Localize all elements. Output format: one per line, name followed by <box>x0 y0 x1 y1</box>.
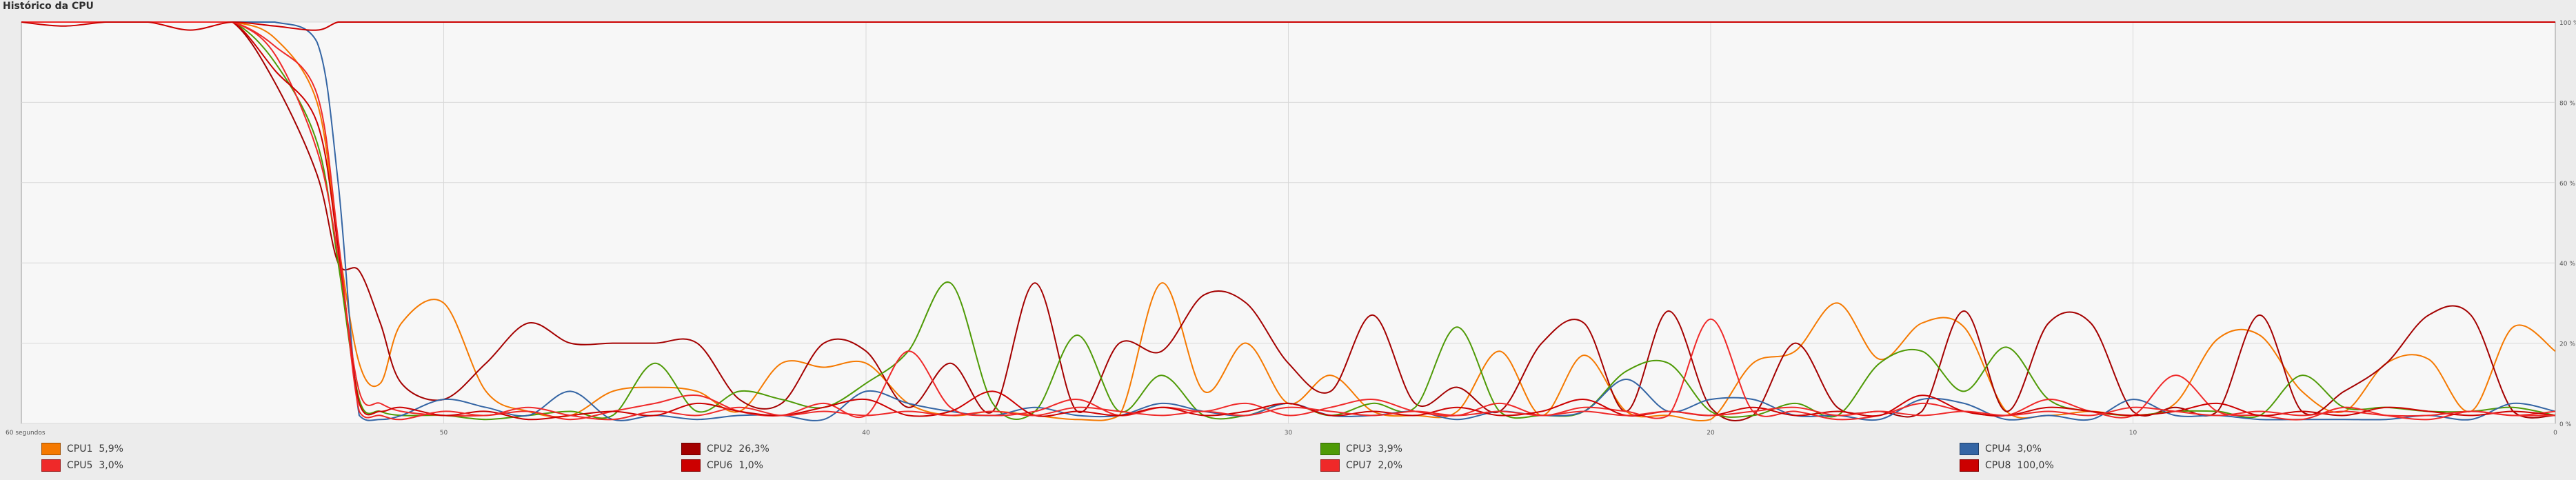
x-tick-label: 30 <box>1285 430 1293 437</box>
legend-label: CPU6 <box>707 460 732 471</box>
legend-label: CPU1 <box>67 443 92 454</box>
legend-value: 1,0% <box>738 460 763 471</box>
x-tick-label: 10 <box>2129 430 2137 437</box>
color-swatch-button[interactable] <box>681 443 701 455</box>
x-tick-label: 0 <box>2553 430 2557 437</box>
legend-label: CPU7 <box>1346 460 1371 471</box>
legend-value: 3,0% <box>2017 443 2042 454</box>
legend-item-cpu1[interactable]: CPU1 5,9% <box>41 441 123 457</box>
legend-value: 26,3% <box>738 443 769 454</box>
y-tick-label: 40 % <box>2559 261 2575 268</box>
legend-item-cpu4[interactable]: CPU4 3,0% <box>1960 441 2042 457</box>
y-tick-label: 80 % <box>2559 100 2575 107</box>
color-swatch-button[interactable] <box>681 459 701 472</box>
legend-item-cpu8[interactable]: CPU8 100,0% <box>1960 458 2054 473</box>
legend-label: CPU2 <box>707 443 732 454</box>
legend-value: 3,9% <box>1378 443 1402 454</box>
color-swatch-button[interactable] <box>1960 443 1979 455</box>
x-tick-label: 60 segundos <box>6 430 46 437</box>
color-swatch-button[interactable] <box>1320 443 1340 455</box>
y-tick-label: 60 % <box>2559 181 2575 188</box>
legend-value: 3,0% <box>99 460 123 471</box>
legend-label: CPU4 <box>1985 443 2011 454</box>
y-tick-label: 100 % <box>2559 20 2576 27</box>
legend-value: 100,0% <box>2017 460 2053 471</box>
color-swatch-button[interactable] <box>1320 459 1340 472</box>
legend-item-cpu5[interactable]: CPU5 3,0% <box>41 458 123 473</box>
legend-value: 5,9% <box>99 443 123 454</box>
legend-value: 2,0% <box>1378 460 1402 471</box>
legend-label: CPU3 <box>1346 443 1371 454</box>
x-tick-label: 50 <box>440 430 448 437</box>
x-tick-label: 40 <box>862 430 870 437</box>
color-swatch-button[interactable] <box>1960 459 1979 472</box>
color-swatch-button[interactable] <box>41 459 61 472</box>
legend-item-cpu3[interactable]: CPU3 3,9% <box>1320 441 1402 457</box>
y-tick-label: 20 % <box>2559 341 2575 348</box>
legend-label: CPU5 <box>67 460 92 471</box>
legend-item-cpu6[interactable]: CPU6 1,0% <box>681 458 763 473</box>
y-tick-label: 0 % <box>2559 421 2572 428</box>
legend-item-cpu7[interactable]: CPU7 2,0% <box>1320 458 1402 473</box>
legend-label: CPU8 <box>1985 460 2011 471</box>
x-tick-label: 20 <box>1707 430 1715 437</box>
legend-item-cpu2[interactable]: CPU2 26,3% <box>681 441 769 457</box>
cpu-history-chart: 100 % 80 % 60 % 40 % 20 % 0 % 60 segundos 50 40 3… <box>0 0 2576 441</box>
color-swatch-button[interactable] <box>41 443 61 455</box>
